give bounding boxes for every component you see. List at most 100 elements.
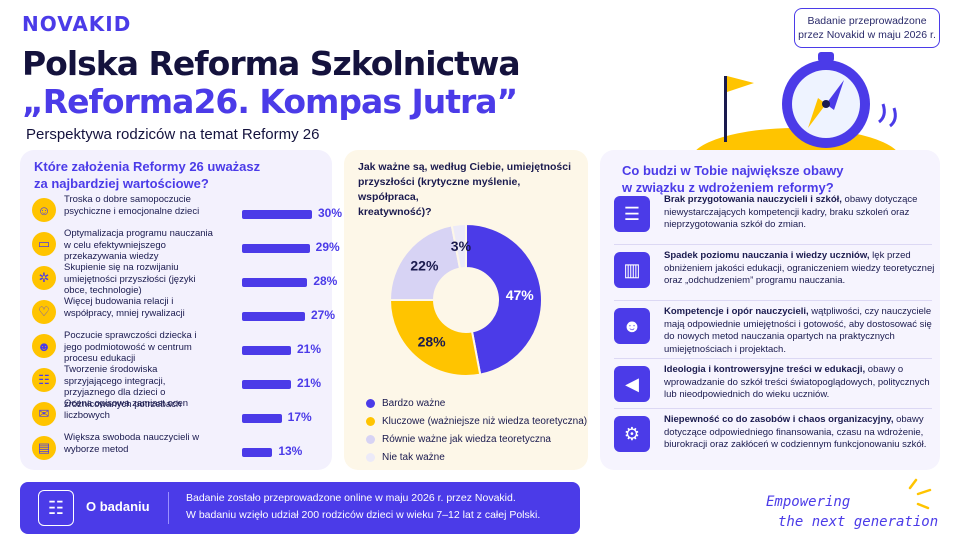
book-icon: ▤ bbox=[32, 436, 56, 460]
value-bar bbox=[242, 312, 305, 321]
skills-panel-title: Jak ważne są, według Ciebie, umiejętnośc… bbox=[358, 160, 578, 220]
legend-label: Nie tak ważne bbox=[382, 452, 445, 463]
donut-label: 47% bbox=[506, 287, 535, 303]
value-row: ▤ Większa swoboda nauczycieli w wyborze m… bbox=[28, 432, 344, 466]
value-row: ☺ Troska o dobre samopoczucie psychiczne … bbox=[28, 194, 344, 228]
legend-label: Bardzo ważne bbox=[382, 398, 446, 409]
skills-panel: Jak ważne są, według Ciebie, umiejętnośc… bbox=[344, 150, 588, 470]
compass-illustration bbox=[691, 52, 901, 160]
concern-description: obawy dotyczące niewystarczających kompe… bbox=[664, 194, 918, 230]
value-percent: 30% bbox=[318, 206, 343, 220]
legend-item: Nie tak ważne bbox=[366, 452, 445, 463]
people-icon: ☷ bbox=[38, 490, 74, 526]
concern-divider bbox=[614, 244, 932, 245]
value-row: ✲ Skupienie się na rozwijaniu umiejętnośc… bbox=[28, 262, 344, 296]
values-title-line2: za najbardziej wartościowe? bbox=[34, 176, 209, 191]
concerns-panel-title: Co budzi w Tobie największe obawy w zwią… bbox=[622, 162, 844, 196]
laptop-icon: ▭ bbox=[32, 232, 56, 256]
tagline: Empowering the next generation bbox=[766, 492, 938, 532]
survey-badge: Badanie przeprowadzone przez Novakid w m… bbox=[794, 8, 940, 48]
about-survey-banner: ☷ O badaniu Badanie zostało przeprowadzo… bbox=[20, 482, 580, 534]
heart-icon: ♡ bbox=[32, 300, 56, 324]
concern-description: lęk przed obniżeniem jakości edukacji, o… bbox=[664, 250, 935, 286]
footer-divider bbox=[168, 492, 169, 524]
about-survey-line2: W badaniu wzięło udział 200 rodziców dzi… bbox=[186, 509, 541, 521]
value-bar bbox=[242, 414, 282, 423]
values-title-line1: Które założenia Reformy 26 uważasz bbox=[34, 159, 261, 174]
value-row: ☻ Poczucie sprawczości dziecka i jego pod… bbox=[28, 330, 344, 364]
skills-title-line2: przyszłości (krytyczne myślenie, współpr… bbox=[358, 176, 521, 203]
value-row: ✉ Ocena opisowa zamiast ocen liczbowych 17… bbox=[28, 398, 344, 432]
value-label: Skupienie się na rozwijaniu umiejętności… bbox=[64, 262, 196, 296]
value-label: Troska o dobre samopoczucie psychiczne i… bbox=[64, 194, 200, 217]
value-percent: 27% bbox=[311, 308, 336, 322]
value-percent: 13% bbox=[278, 444, 303, 458]
legend-item: Bardzo ważne bbox=[366, 398, 446, 409]
novakid-logo: NOVAKID bbox=[22, 12, 132, 36]
value-row: ▭ Optymalizacja programu nauczania w celu… bbox=[28, 228, 344, 262]
value-percent: 28% bbox=[313, 274, 338, 288]
speech-bubble-icon: ✉ bbox=[32, 402, 56, 426]
legend-item: Kluczowe (ważniejsze niż wiedza teoretyc… bbox=[366, 416, 588, 427]
legend-swatch bbox=[366, 453, 375, 462]
value-percent: 29% bbox=[315, 240, 340, 254]
value-bar bbox=[242, 380, 291, 389]
donut-slice bbox=[465, 222, 543, 376]
value-bar bbox=[242, 278, 308, 287]
checklist-icon: ☰ bbox=[614, 196, 650, 232]
legend-swatch bbox=[366, 435, 375, 444]
concern-heading: Brak przygotowania nauczycieli i szkół, bbox=[664, 194, 842, 205]
concern-text: Niepewność co do zasobów i chaos organiz… bbox=[664, 414, 936, 452]
value-bar bbox=[242, 210, 312, 219]
tagline-line2: the next generation bbox=[778, 514, 939, 530]
legend-label: Równie ważne jak wiedza teoretyczna bbox=[382, 434, 551, 445]
concern-text: Spadek poziomu nauczania i wiedzy ucznió… bbox=[664, 250, 936, 288]
value-row: ♡ Więcej budowania relacji i współpracy, … bbox=[28, 296, 344, 330]
values-panel: Które założenia Reformy 26 uważasz za na… bbox=[20, 150, 342, 470]
value-bar bbox=[242, 448, 273, 457]
value-label: Optymalizacja programu nauczania w celu … bbox=[64, 228, 213, 262]
donut-slice bbox=[450, 222, 467, 270]
concern-description: obawy dotyczące odpowiedniego finansowan… bbox=[664, 414, 927, 450]
page-title: Polska Reforma Szkolnictwa bbox=[22, 44, 521, 83]
importance-donut-chart: 47% 28% 22% 3% bbox=[388, 222, 543, 377]
teacher-icon: ☻ bbox=[614, 308, 650, 344]
gear-people-icon: ✲ bbox=[32, 266, 56, 290]
value-label: Poczucie sprawczości dziecka i jego podm… bbox=[64, 330, 197, 364]
value-label: Ocena opisowa zamiast ocen liczbowych bbox=[64, 398, 189, 421]
donut-slice bbox=[388, 299, 482, 377]
person-heart-icon: ☺ bbox=[32, 198, 56, 222]
value-label: Więcej budowania relacji i współpracy, m… bbox=[64, 296, 185, 319]
concern-text: Ideologia i kontrowersyjne treści w eduk… bbox=[664, 364, 936, 402]
skills-title-line1: Jak ważne są, według Ciebie, umiejętnośc… bbox=[358, 161, 571, 173]
value-bar bbox=[242, 346, 291, 355]
page-subtitle: Perspektywa rodziców na temat Reformy 26 bbox=[26, 126, 320, 143]
gear-icon: ⚙ bbox=[614, 416, 650, 452]
concerns-panel: Co budzi w Tobie największe obawy w zwią… bbox=[600, 150, 940, 470]
legend-swatch bbox=[366, 417, 375, 426]
concern-heading: Kompetencje i opór nauczycieli, bbox=[664, 306, 809, 317]
donut-label: 28% bbox=[418, 334, 447, 350]
donut-slice bbox=[388, 224, 462, 301]
sparkle-decoration bbox=[908, 478, 932, 510]
page-title-quote: „Reforma26. Kompas Jutra” bbox=[22, 82, 518, 121]
legend-swatch bbox=[366, 399, 375, 408]
badge-line2: przez Novakid w maju 2026 r. bbox=[798, 29, 936, 41]
about-survey-line1: Badanie zostało przeprowadzone online w … bbox=[186, 492, 516, 504]
legend-item: Równie ważne jak wiedza teoretyczna bbox=[366, 434, 551, 445]
value-percent: 21% bbox=[297, 376, 322, 390]
concerns-title-line2: w związku z wdrożeniem reformy? bbox=[622, 180, 834, 195]
concern-heading: Niepewność co do zasobów i chaos organiz… bbox=[664, 414, 894, 425]
values-panel-title: Które założenia Reformy 26 uważasz za na… bbox=[34, 158, 260, 192]
value-percent: 21% bbox=[297, 342, 322, 356]
skills-title-line3: kreatywność)? bbox=[358, 206, 432, 218]
concern-heading: Spadek poziomu nauczania i wiedzy ucznió… bbox=[664, 250, 870, 261]
about-survey-label: O badaniu bbox=[86, 499, 150, 514]
value-bar bbox=[242, 244, 310, 253]
concern-divider bbox=[614, 408, 932, 409]
legend-label: Kluczowe (ważniejsze niż wiedza teoretyc… bbox=[382, 416, 588, 427]
donut-label: 22% bbox=[410, 258, 439, 274]
concern-heading: Ideologia i kontrowersyjne treści w eduk… bbox=[664, 364, 866, 375]
group-icon: ☷ bbox=[32, 368, 56, 392]
declining-chart-icon: ▥ bbox=[614, 252, 650, 288]
